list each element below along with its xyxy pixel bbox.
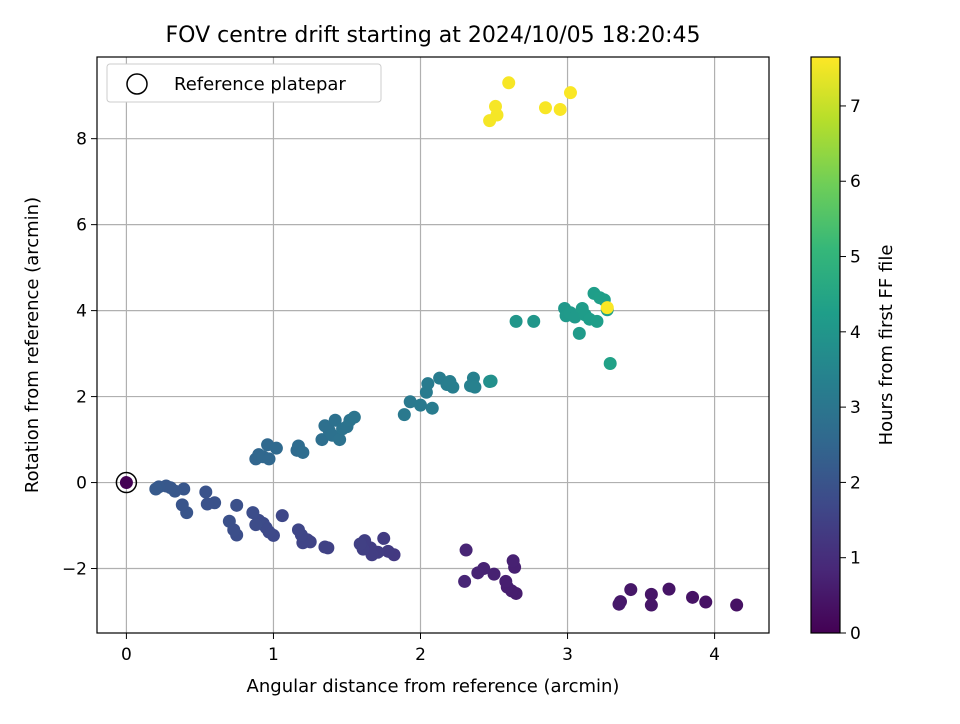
data-point bbox=[262, 452, 276, 466]
colorbar-gradient bbox=[810, 56, 841, 634]
data-point bbox=[269, 441, 283, 455]
x-axis-label: Angular distance from reference (arcmin) bbox=[247, 676, 620, 697]
data-point bbox=[538, 101, 552, 115]
data-point bbox=[199, 485, 213, 499]
data-point bbox=[484, 374, 498, 388]
data-point bbox=[624, 583, 638, 597]
y-axis-label: Rotation from reference (arcmin) bbox=[22, 197, 43, 493]
data-point bbox=[488, 99, 502, 113]
plot-background bbox=[97, 57, 769, 633]
data-point bbox=[446, 380, 460, 394]
colorbar-tick-label: 2 bbox=[850, 473, 861, 493]
data-point bbox=[662, 582, 676, 596]
data-point bbox=[275, 509, 289, 523]
colorbar-tick-label: 1 bbox=[850, 549, 861, 569]
data-point bbox=[686, 590, 700, 604]
data-point bbox=[499, 574, 513, 588]
data-point bbox=[458, 574, 472, 588]
colorbar-ticks: 0 1 2 3 4 5 6 7 bbox=[840, 97, 861, 644]
x-ticks: 0 1 2 3 4 bbox=[121, 633, 720, 665]
data-point bbox=[506, 554, 520, 568]
grid bbox=[97, 57, 769, 633]
data-point bbox=[403, 395, 417, 409]
colorbar-tick-label: 4 bbox=[850, 323, 861, 343]
data-point bbox=[425, 401, 439, 415]
data-point bbox=[553, 102, 567, 116]
data-point bbox=[318, 540, 332, 554]
x-tick-label: 4 bbox=[709, 645, 720, 665]
data-point bbox=[730, 598, 744, 612]
legend-box bbox=[106, 63, 382, 103]
colorbar-tick-label: 0 bbox=[850, 624, 861, 644]
colorbar-tick-label: 6 bbox=[850, 172, 861, 192]
data-point bbox=[230, 498, 244, 512]
reference-marker-group bbox=[115, 471, 138, 494]
y-ticks: −2 0 2 4 6 8 bbox=[62, 130, 97, 580]
colorbar-tick-label: 3 bbox=[850, 398, 861, 418]
data-point bbox=[175, 498, 189, 512]
data-point bbox=[377, 531, 391, 545]
reference-marker bbox=[115, 471, 138, 494]
data-point bbox=[222, 514, 236, 528]
data-point bbox=[459, 543, 473, 557]
plot-area: 0 1 2 3 4 −2 0 2 4 6 8 bbox=[62, 56, 770, 665]
x-tick-label: 2 bbox=[415, 645, 426, 665]
legend-marker-circle bbox=[126, 73, 148, 95]
x-tick-label: 1 bbox=[268, 645, 279, 665]
data-point bbox=[347, 410, 361, 424]
data-point bbox=[471, 566, 485, 580]
data-point bbox=[414, 398, 428, 412]
data-point bbox=[353, 537, 367, 551]
colorbar-tick-label: 5 bbox=[850, 248, 861, 268]
data-point bbox=[246, 506, 260, 520]
x-tick-label: 0 bbox=[121, 645, 132, 665]
data-point bbox=[333, 433, 347, 447]
chart-title: FOV centre drift starting at 2024/10/05 … bbox=[166, 23, 701, 48]
legend-label: Reference platepar bbox=[174, 74, 346, 95]
data-point bbox=[296, 445, 310, 459]
data-point bbox=[612, 597, 626, 611]
data-point bbox=[249, 518, 263, 532]
y-tick-label: 8 bbox=[76, 130, 87, 150]
x-tick-label: 3 bbox=[562, 645, 573, 665]
data-point bbox=[572, 326, 586, 340]
y-tick-label: 6 bbox=[76, 216, 87, 236]
data-point bbox=[600, 301, 614, 315]
data-point bbox=[421, 377, 435, 391]
data-point bbox=[328, 413, 342, 427]
data-point bbox=[590, 314, 604, 328]
data-point bbox=[315, 433, 329, 447]
y-tick-label: −2 bbox=[62, 560, 87, 580]
reference-point bbox=[119, 476, 133, 490]
data-point bbox=[468, 380, 482, 394]
data-point bbox=[699, 595, 713, 609]
data-point bbox=[568, 310, 582, 324]
y-tick-label: 2 bbox=[76, 388, 87, 408]
data-point bbox=[563, 86, 577, 100]
data-point bbox=[509, 314, 523, 328]
data-points bbox=[149, 76, 744, 612]
plot-frame bbox=[96, 56, 770, 634]
colorbar-tick-label: 7 bbox=[850, 97, 861, 117]
data-point bbox=[644, 587, 658, 601]
data-point bbox=[291, 523, 305, 537]
data-point bbox=[381, 544, 395, 558]
y-tick-label: 0 bbox=[76, 474, 87, 494]
data-point bbox=[487, 567, 501, 581]
data-point bbox=[644, 598, 658, 612]
data-point bbox=[149, 482, 163, 496]
data-point bbox=[397, 408, 411, 422]
data-point bbox=[502, 76, 516, 90]
data-point bbox=[603, 356, 617, 370]
data-point bbox=[200, 497, 214, 511]
y-tick-label: 4 bbox=[76, 302, 87, 322]
data-point bbox=[527, 314, 541, 328]
colorbar-label: Hours from first FF file bbox=[876, 245, 897, 446]
legend: Reference platepar bbox=[106, 63, 382, 103]
colorbar: 0 1 2 3 4 5 6 7 Hours from first FF file bbox=[810, 56, 897, 644]
